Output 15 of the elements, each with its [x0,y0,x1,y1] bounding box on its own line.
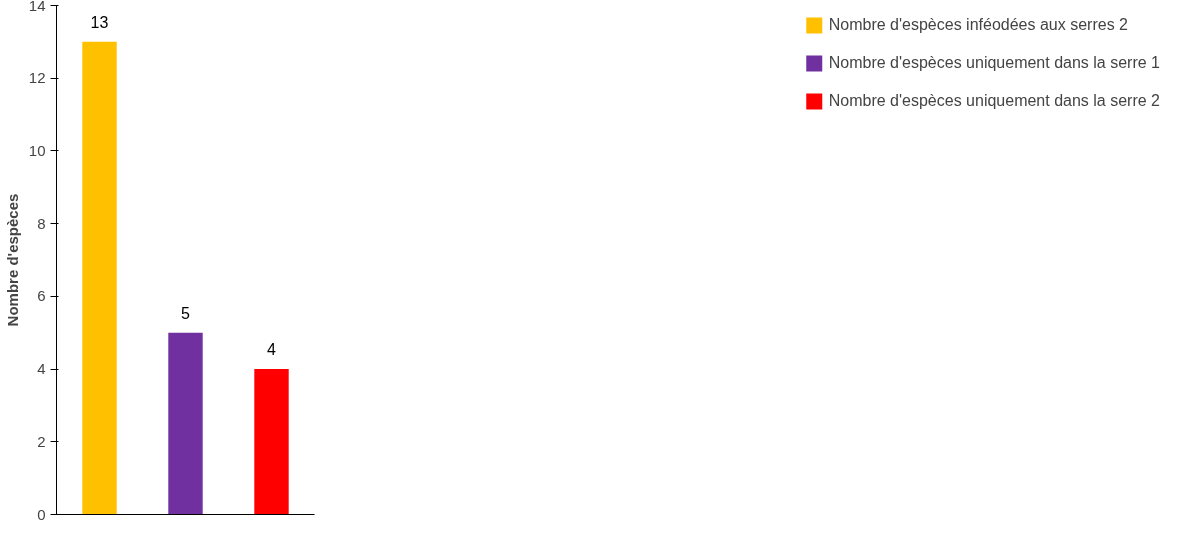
legend-label: Nombre d'espèces inféodées aux serres 2 [828,16,1128,34]
y-tick-label: 12 [28,69,46,87]
data-label: 4 [267,341,277,359]
y-tick-label: 8 [37,214,46,232]
y-tick-label: 4 [37,360,46,378]
data-label: 13 [90,13,109,31]
y-tick-label: 6 [37,287,46,305]
y-axis-title: Nombre d'espèces [3,193,21,327]
legend-label: Nombre d'espèces uniquement dans la serre 2 [828,92,1160,110]
y-tick-label: 10 [28,141,46,159]
y-tick-label: 2 [37,432,46,450]
legend-label: Nombre d'espèces uniquement dans la serre 1 [828,54,1160,72]
y-tick-label: 0 [37,505,46,523]
data-label: 5 [181,304,191,322]
y-tick-label: 14 [28,0,46,14]
